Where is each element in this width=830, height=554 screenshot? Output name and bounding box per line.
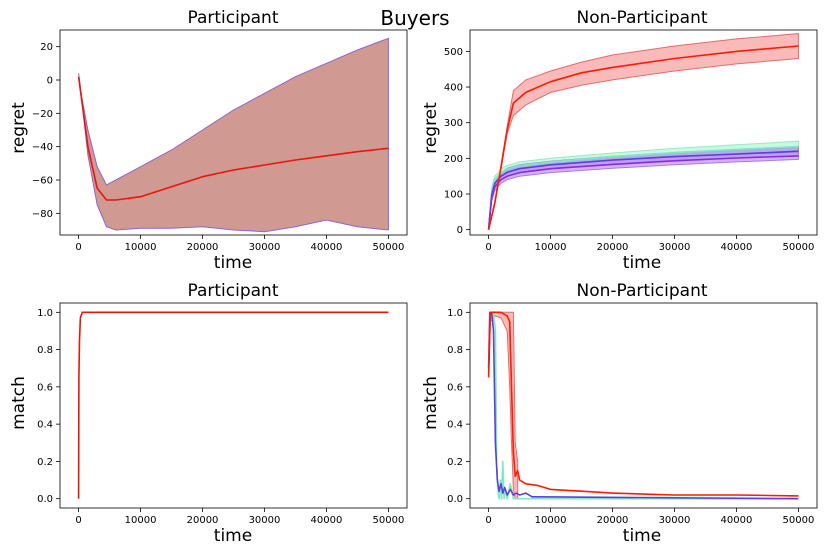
x-axis-label: time — [623, 253, 661, 273]
x-tick-label: 50000 — [783, 515, 815, 526]
y-axis-label: match — [421, 376, 441, 430]
y-tick-label: 0.4 — [37, 420, 53, 431]
x-tick-label: 40000 — [721, 242, 753, 253]
x-axis-label: time — [214, 526, 252, 546]
x-tick-label: 50000 — [373, 515, 405, 526]
y-tick-label: −60 — [32, 176, 53, 187]
y-tick-label: 0.4 — [447, 420, 463, 431]
confidence-band-0 — [78, 37, 389, 233]
series-line-0 — [487, 311, 799, 500]
x-tick-label: 30000 — [659, 242, 691, 253]
chart-nonparticipant-match: Non-Participant time match 0 10000 20000 30… — [421, 281, 818, 546]
series-line-1 — [487, 150, 799, 230]
chart-title: Participant — [187, 281, 278, 301]
axes-frame — [59, 302, 408, 509]
chart-title: Non-Participant — [576, 8, 707, 28]
plot-area — [77, 311, 389, 499]
y-tick-label: 0 — [47, 76, 53, 87]
axes-frame — [469, 302, 818, 509]
x-tick-label: 20000 — [597, 242, 629, 253]
chart-participant-regret: Participant time regret 0 10000 20000 30000… — [9, 8, 408, 273]
axes-frame — [59, 29, 408, 236]
series-line-2 — [487, 311, 799, 497]
chart-participant-match: Participant time match 0 10000 20000 30000 4… — [9, 281, 408, 546]
chart-title: Participant — [187, 8, 278, 28]
y-tick-label: 0.6 — [37, 382, 53, 393]
x-tick-label: 20000 — [187, 515, 219, 526]
x-tick-label: 0 — [75, 515, 81, 526]
y-tick-label: 500 — [444, 47, 463, 58]
y-axis-label: match — [9, 376, 29, 430]
y-tick-label: 200 — [444, 154, 463, 165]
x-tick-label: 40000 — [721, 515, 753, 526]
x-axis-label: time — [623, 526, 661, 546]
series-line-0 — [77, 311, 389, 499]
plot-area — [77, 37, 389, 233]
y-tick-label: 300 — [444, 118, 463, 129]
plot-area — [487, 311, 799, 500]
series-line-0 — [487, 145, 799, 230]
y-tick-label: 0.6 — [447, 382, 463, 393]
x-tick-label: 30000 — [659, 515, 691, 526]
x-tick-label: 10000 — [125, 515, 157, 526]
y-tick-label: 100 — [444, 190, 463, 201]
x-tick-label: 50000 — [783, 242, 815, 253]
x-tick-label: 20000 — [187, 242, 219, 253]
x-tick-label: 40000 — [311, 515, 343, 526]
series-line-2 — [487, 155, 799, 230]
y-tick-label: 0 — [457, 225, 463, 236]
series-line-3 — [487, 45, 799, 230]
x-tick-label: 0 — [485, 242, 491, 253]
y-tick-label: −80 — [32, 209, 53, 220]
x-tick-label: 10000 — [535, 515, 567, 526]
y-axis-label: regret — [9, 102, 29, 154]
x-tick-label: 10000 — [535, 242, 567, 253]
x-tick-label: 50000 — [373, 242, 405, 253]
y-tick-label: 0.0 — [37, 494, 53, 505]
x-tick-label: 30000 — [249, 242, 281, 253]
y-tick-label: 0.2 — [37, 457, 53, 468]
x-tick-label: 0 — [485, 515, 491, 526]
y-tick-label: 20 — [40, 42, 53, 53]
y-tick-label: 0.0 — [447, 494, 463, 505]
y-tick-label: 400 — [444, 83, 463, 94]
y-tick-label: −40 — [32, 142, 53, 153]
axes-frame — [469, 29, 818, 236]
x-tick-label: 30000 — [249, 515, 281, 526]
x-tick-label: 0 — [75, 242, 81, 253]
x-tick-label: 20000 — [597, 515, 629, 526]
y-tick-label: 0.8 — [37, 345, 53, 356]
x-tick-label: 10000 — [125, 242, 157, 253]
x-axis-label: time — [214, 253, 252, 273]
plot-area — [487, 33, 799, 230]
series-line-1 — [487, 311, 799, 500]
x-tick-label: 40000 — [311, 242, 343, 253]
chart-nonparticipant-regret: Non-Participant time regret 0 10000 20000 3… — [421, 8, 818, 273]
series-line-0 — [77, 76, 389, 201]
chart-title: Non-Participant — [576, 281, 707, 301]
y-tick-label: 1.0 — [37, 308, 53, 319]
y-axis-label: regret — [421, 102, 441, 154]
y-tick-label: 1.0 — [447, 308, 463, 319]
y-tick-label: 0.2 — [447, 457, 463, 468]
y-tick-label: 0.8 — [447, 345, 463, 356]
figure-suptitle: Buyers — [380, 6, 449, 30]
y-tick-label: −20 — [32, 109, 53, 120]
